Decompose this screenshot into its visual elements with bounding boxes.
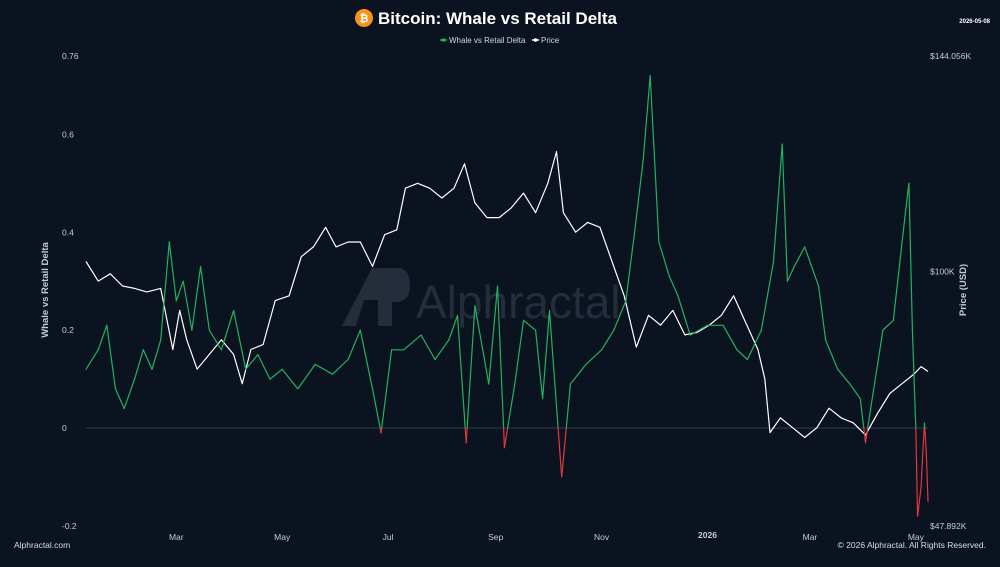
bitcoin-symbol: ₿ [360, 13, 369, 25]
x-tick-label: Nov [594, 532, 610, 542]
y-left-tick-label: 0.4 [62, 227, 74, 237]
y-left-tick-label: 0.6 [62, 129, 74, 139]
footer-copyright: © 2026 Alphractal. All Rights Reserved. [838, 540, 986, 550]
legend-delta-label: Whale vs Retail Delta [449, 36, 526, 45]
y-left-tick-label: 0.2 [62, 325, 74, 335]
legend[interactable]: Whale vs Retail Delta Price [440, 36, 560, 45]
legend-price-marker [534, 38, 538, 42]
y-right-tick-label: $47.892K [930, 521, 967, 531]
y-left-tick-label: 0.76 [62, 51, 79, 61]
y-left-tick-label: 0 [62, 423, 67, 433]
watermark-text: Alphractal [416, 276, 621, 328]
x-tick-label: Mar [803, 532, 818, 542]
x-tick-label: May [274, 532, 291, 542]
y-right-tick-label: $144.056K [930, 51, 971, 61]
x-tick-label: Jul [383, 532, 394, 542]
y-left-axis-title: Whale vs Retail Delta [40, 242, 51, 338]
y-left-tick-label: -0.2 [62, 521, 77, 531]
y-right-axis-title: Price (USD) [958, 264, 969, 316]
footer-source: Alphractal.com [14, 540, 70, 550]
legend-price-label: Price [541, 36, 560, 45]
x-tick-label: Mar [169, 532, 184, 542]
snapshot-date: 2026-05-08 [959, 19, 990, 25]
delta-segment-negative [381, 428, 382, 433]
chart-title: Bitcoin: Whale vs Retail Delta [378, 9, 618, 28]
watermark: Alphractal [342, 268, 621, 328]
chart-title-group: ₿ Bitcoin: Whale vs Retail Delta [355, 9, 618, 28]
legend-delta-marker [442, 38, 446, 42]
x-tick-label: 2026 [698, 530, 717, 540]
y-right-tick-label: $100K [930, 266, 955, 276]
x-tick-label: Sep [488, 532, 503, 542]
